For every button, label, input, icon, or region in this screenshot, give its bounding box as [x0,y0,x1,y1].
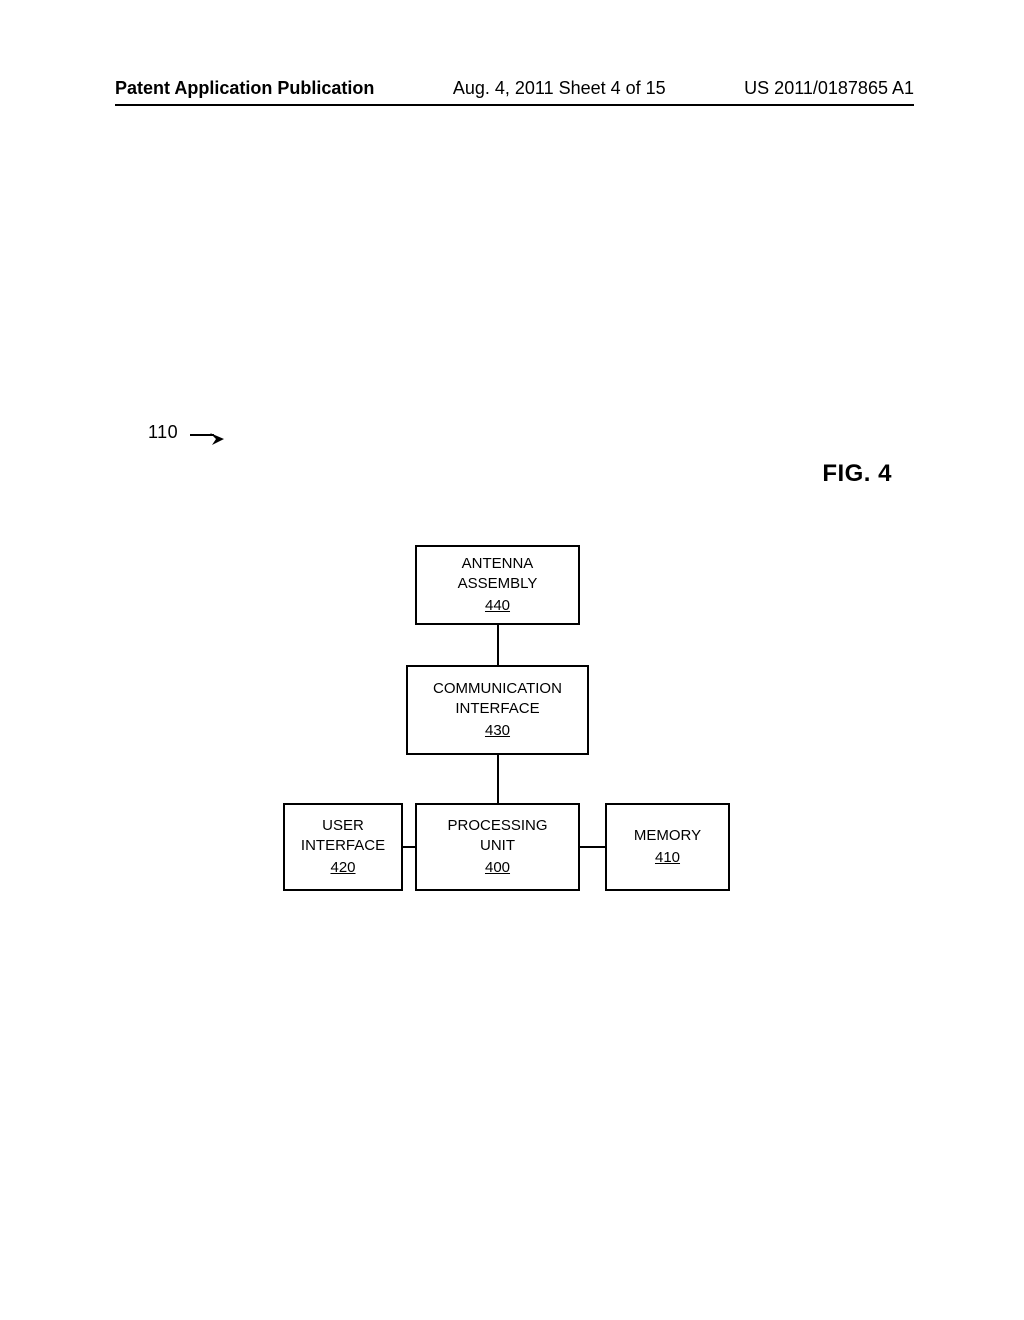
header-right: US 2011/0187865 A1 [744,78,914,99]
block-proc: PROCESSING UNIT400 [415,803,580,891]
connector-ui-proc [403,846,415,848]
block-label: COMMUNICATION INTERFACE [433,679,562,720]
connector-antenna-comm [497,625,499,665]
block-number: 420 [330,858,355,878]
block-number: 410 [655,848,680,868]
connector-proc-mem [580,846,605,848]
block-number: 430 [485,721,510,741]
page: Patent Application Publication Aug. 4, 2… [0,0,1024,1320]
reference-arrow-icon [190,433,230,447]
connector-comm-proc [497,755,499,803]
header-center: Aug. 4, 2011 Sheet 4 of 15 [453,78,666,99]
header-left: Patent Application Publication [115,78,374,99]
figure-title: FIG. 4 [822,460,892,488]
block-label: USER INTERFACE [301,816,385,857]
figure-reference-number: 110 [148,422,178,443]
block-ui: USER INTERFACE420 [283,803,403,891]
block-label: PROCESSING UNIT [447,816,547,857]
block-label: ANTENNA ASSEMBLY [458,554,538,595]
block-comm: COMMUNICATION INTERFACE430 [406,665,589,755]
block-number: 400 [485,858,510,878]
block-number: 440 [485,596,510,616]
block-label: MEMORY [634,826,701,846]
page-header: Patent Application Publication Aug. 4, 2… [115,78,914,99]
block-mem: MEMORY410 [605,803,730,891]
header-rule [115,104,914,106]
block-antenna: ANTENNA ASSEMBLY440 [415,545,580,625]
